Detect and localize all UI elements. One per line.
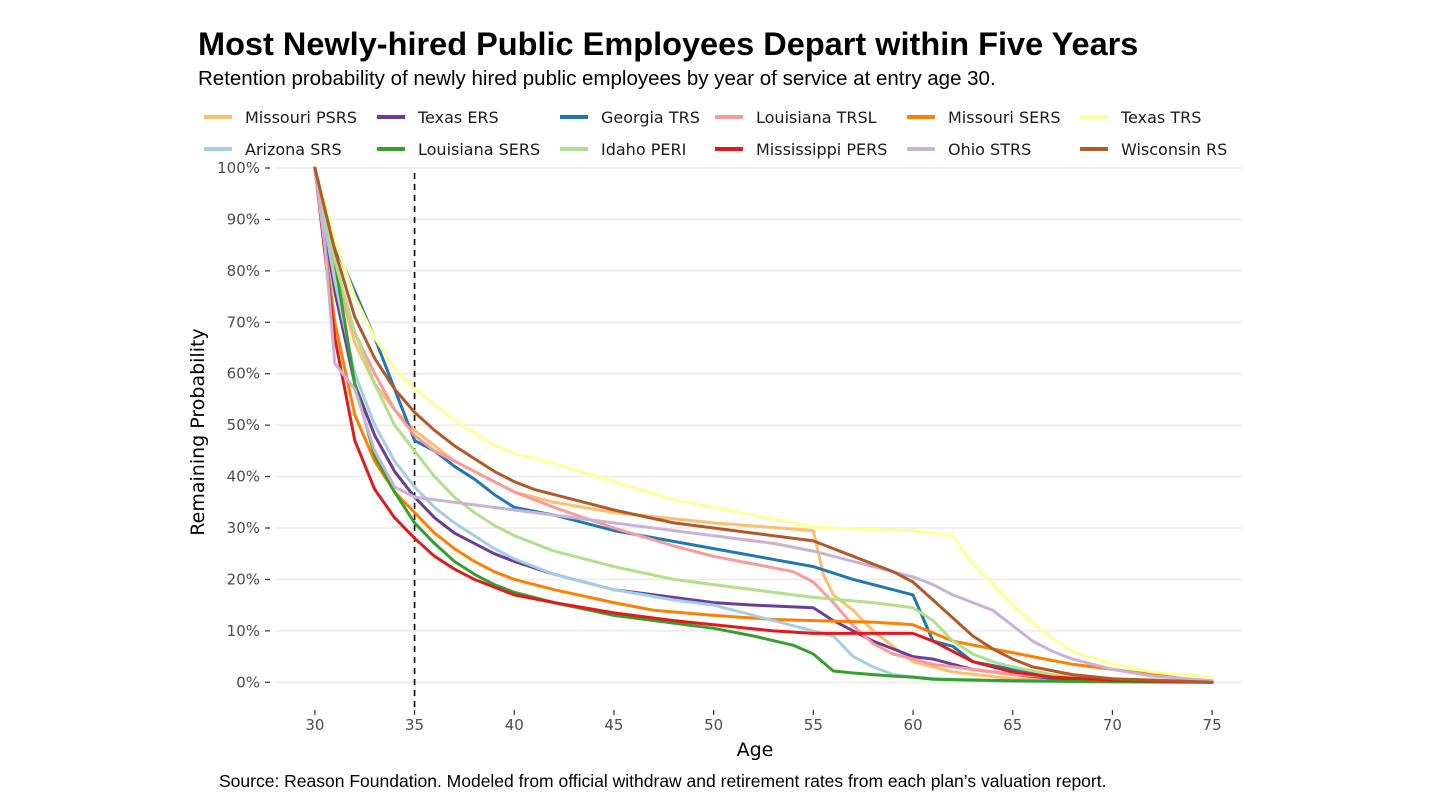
legend-label-texas-ers: Texas ERS (417, 108, 499, 127)
legend-label-mississippi-pers: Mississippi PERS (756, 140, 887, 159)
y-tick-label: 80% (227, 262, 260, 280)
x-tick-label: 50 (704, 716, 723, 734)
legend-label-ohio-strs: Ohio STRS (948, 140, 1031, 159)
legend-label-missouri-psrs: Missouri PSRS (245, 108, 357, 127)
legend-label-missouri-sers: Missouri SERS (948, 108, 1061, 127)
series-line-louisiana-trsl (313, 166, 1214, 684)
series-lines (313, 166, 1214, 684)
legend-label-idaho-peri: Idaho PERI (601, 140, 686, 159)
y-tick-label: 90% (227, 210, 260, 228)
legend-label-louisiana-trsl: Louisiana TRSL (756, 108, 877, 127)
series-line-texas-trs (313, 166, 1214, 679)
y-tick-label: 60% (227, 365, 260, 383)
y-tick-label: 100% (217, 159, 260, 177)
x-tick-label: 75 (1203, 716, 1222, 734)
x-tick-label: 60 (903, 716, 922, 734)
y-tick-label: 0% (236, 673, 260, 691)
legend-label-arizona-srs: Arizona SRS (245, 140, 342, 159)
y-tick-label: 10% (227, 622, 260, 640)
x-tick-label: 65 (1003, 716, 1022, 734)
legend-label-wisconsin-rs: Wisconsin RS (1121, 140, 1227, 159)
chart-title: Most Newly-hired Public Employees Depart… (198, 26, 1139, 62)
y-axis-title: Remaining Probability (187, 328, 209, 535)
legend-label-georgia-trs: Georgia TRS (601, 108, 700, 127)
x-tick-label: 35 (405, 716, 424, 734)
series-line-wisconsin-rs (313, 166, 1214, 684)
series-line-louisiana-sers (313, 166, 1214, 684)
legend: Missouri PSRS Texas ERS Georgia TRS Louisia… (204, 108, 1227, 159)
series-line-mississippi-pers (313, 166, 1214, 684)
legend-label-louisiana-sers: Louisiana SERS (418, 140, 540, 159)
x-tick-label: 40 (505, 716, 524, 734)
chart-subtitle: Retention probability of newly hired pub… (198, 67, 996, 90)
x-axis-title: Age (737, 739, 774, 761)
y-tick-label: 70% (227, 313, 260, 331)
series-line-ohio-strs (313, 166, 1214, 683)
y-tick-label: 40% (227, 468, 260, 486)
y-axis: 0% 10% 20% 30% 40% 50% 60% 70% 80% 90% 100% (217, 159, 270, 691)
x-tick-label: 70 (1103, 716, 1122, 734)
chart-caption: Source: Reason Foundation. Modeled from … (219, 771, 1107, 791)
x-tick-label: 30 (305, 716, 324, 734)
y-tick-label: 20% (227, 570, 260, 588)
x-tick-label: 55 (804, 716, 823, 734)
x-axis: 30 35 40 45 50 55 60 65 70 75 (305, 710, 1222, 734)
x-tick-label: 45 (604, 716, 623, 734)
y-tick-label: 30% (227, 519, 260, 537)
series-line-idaho-peri (313, 166, 1214, 684)
legend-label-texas-trs: Texas TRS (1120, 108, 1201, 127)
y-tick-label: 50% (227, 416, 260, 434)
